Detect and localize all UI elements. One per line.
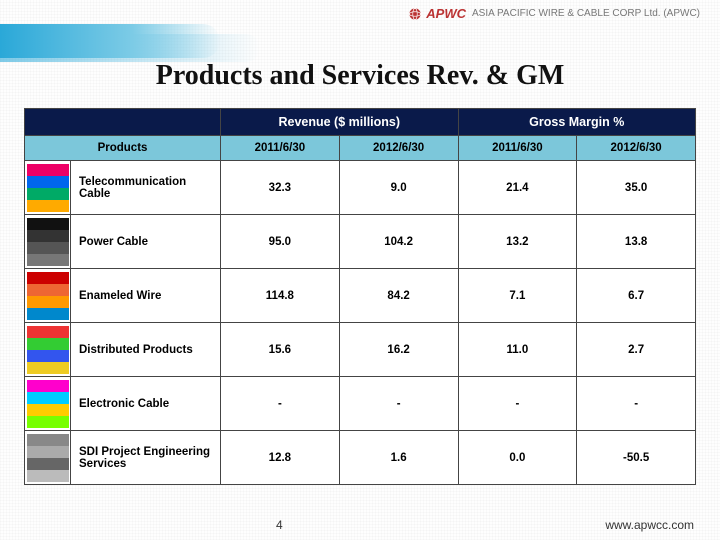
product-name-cell: Distributed Products xyxy=(71,323,221,377)
product-thumb-cell xyxy=(25,215,71,269)
col-header-gm-2012: 2012/6/30 xyxy=(577,136,696,161)
header-wave-accent xyxy=(0,24,220,58)
value-cell: 7.1 xyxy=(458,269,577,323)
globe-icon xyxy=(408,7,422,21)
col-header-products: Products xyxy=(25,136,221,161)
value-cell: 15.6 xyxy=(221,323,340,377)
product-thumb-cell xyxy=(25,323,71,377)
value-cell: 21.4 xyxy=(458,161,577,215)
col-header-rev-2011: 2011/6/30 xyxy=(221,136,340,161)
table-row: SDI Project Engineering Services12.81.60… xyxy=(25,431,696,485)
value-cell: 0.0 xyxy=(458,431,577,485)
value-cell: - xyxy=(577,377,696,431)
group-header-empty xyxy=(25,109,221,136)
value-cell: 32.3 xyxy=(221,161,340,215)
products-table-wrap: Revenue ($ millions) Gross Margin % Prod… xyxy=(24,108,696,485)
table-row: Enameled Wire114.884.27.16.7 xyxy=(25,269,696,323)
table-row: Telecommunication Cable32.39.021.435.0 xyxy=(25,161,696,215)
value-cell: 13.2 xyxy=(458,215,577,269)
product-thumb-cell xyxy=(25,161,71,215)
value-cell: 6.7 xyxy=(577,269,696,323)
product-thumb-icon xyxy=(25,431,70,484)
product-name-cell: Enameled Wire xyxy=(71,269,221,323)
value-cell: 84.2 xyxy=(339,269,458,323)
value-cell: 13.8 xyxy=(577,215,696,269)
logo-bar: APWC ASIA PACIFIC WIRE & CABLE CORP Ltd.… xyxy=(408,6,700,21)
product-thumb-icon xyxy=(25,377,70,430)
value-cell: 12.8 xyxy=(221,431,340,485)
value-cell: - xyxy=(221,377,340,431)
page-title: Products and Services Rev. & GM xyxy=(0,60,720,92)
value-cell: 1.6 xyxy=(339,431,458,485)
product-name-cell: SDI Project Engineering Services xyxy=(71,431,221,485)
product-name-cell: Electronic Cable xyxy=(71,377,221,431)
value-cell: 114.8 xyxy=(221,269,340,323)
footer: 4 www.apwcc.com xyxy=(0,518,720,532)
value-cell: 11.0 xyxy=(458,323,577,377)
value-cell: 35.0 xyxy=(577,161,696,215)
product-thumb-cell xyxy=(25,377,71,431)
table-row: Distributed Products15.616.211.02.7 xyxy=(25,323,696,377)
col-header-rev-2012: 2012/6/30 xyxy=(339,136,458,161)
value-cell: 95.0 xyxy=(221,215,340,269)
product-thumb-icon xyxy=(25,161,70,214)
value-cell: 16.2 xyxy=(339,323,458,377)
group-header-margin: Gross Margin % xyxy=(458,109,696,136)
products-table: Revenue ($ millions) Gross Margin % Prod… xyxy=(24,108,696,485)
page-number: 4 xyxy=(276,518,283,532)
value-cell: 2.7 xyxy=(577,323,696,377)
product-thumb-icon xyxy=(25,269,70,322)
footer-url: www.apwcc.com xyxy=(605,518,694,532)
product-thumb-cell xyxy=(25,431,71,485)
group-header-revenue: Revenue ($ millions) xyxy=(221,109,459,136)
value-cell: -50.5 xyxy=(577,431,696,485)
logo-mark: APWC xyxy=(408,6,466,21)
logo-company-text: ASIA PACIFIC WIRE & CABLE CORP Ltd. (APW… xyxy=(472,8,700,19)
col-header-gm-2011: 2011/6/30 xyxy=(458,136,577,161)
value-cell: 9.0 xyxy=(339,161,458,215)
value-cell: - xyxy=(458,377,577,431)
table-row: Power Cable95.0104.213.213.8 xyxy=(25,215,696,269)
product-thumb-icon xyxy=(25,215,70,268)
product-name-cell: Telecommunication Cable xyxy=(71,161,221,215)
product-thumb-icon xyxy=(25,323,70,376)
table-body: Telecommunication Cable32.39.021.435.0Po… xyxy=(25,161,696,485)
logo-brand-text: APWC xyxy=(426,6,466,21)
product-thumb-cell xyxy=(25,269,71,323)
value-cell: 104.2 xyxy=(339,215,458,269)
product-name-cell: Power Cable xyxy=(71,215,221,269)
value-cell: - xyxy=(339,377,458,431)
table-sub-header-row: Products 2011/6/30 2012/6/30 2011/6/30 2… xyxy=(25,136,696,161)
table-group-header-row: Revenue ($ millions) Gross Margin % xyxy=(25,109,696,136)
table-row: Electronic Cable---- xyxy=(25,377,696,431)
